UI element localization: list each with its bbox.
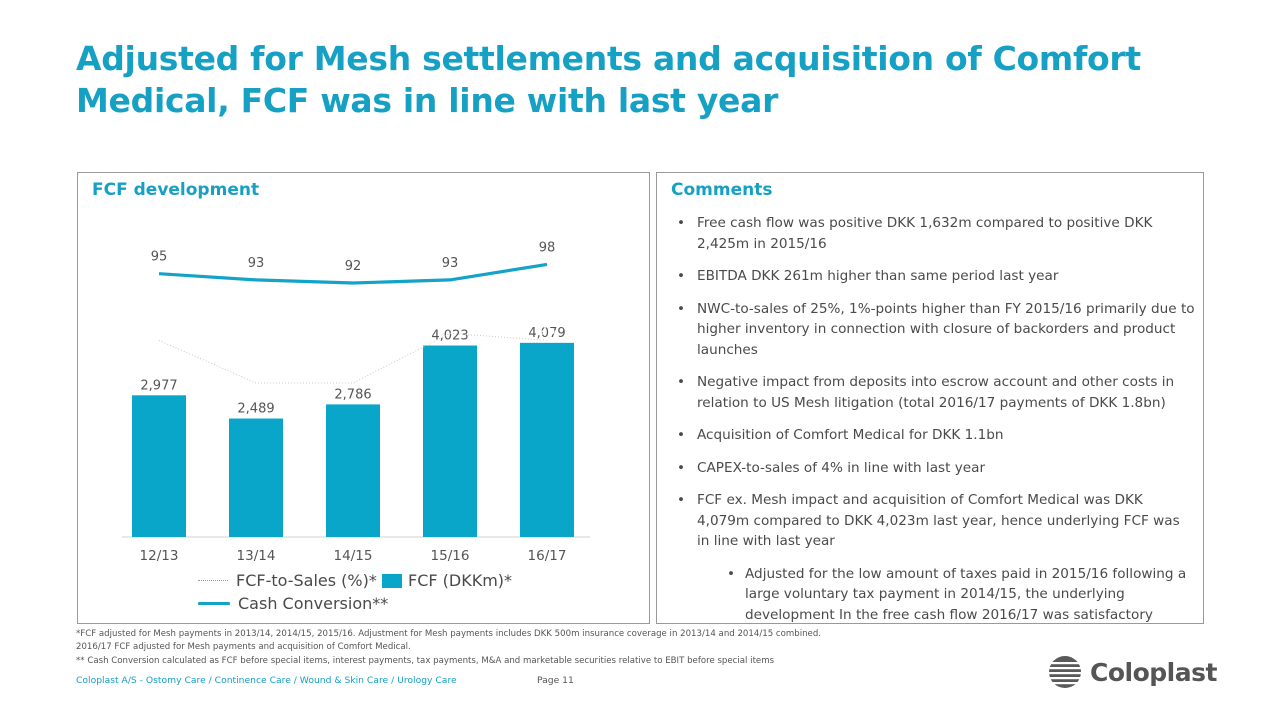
cash-conversion-label: 93 <box>248 256 265 271</box>
comment-text: EBITDA DKK 261m higher than same period … <box>697 268 1059 284</box>
comment-item: • Free cash flow was positive DKK 1,632m … <box>675 213 1195 254</box>
bar-15/16 <box>423 345 477 537</box>
comment-item: • EBITDA DKK 261m higher than same period… <box>675 266 1195 287</box>
comment-text: NWC-to-sales of 25%, 1%-points higher th… <box>697 300 1195 358</box>
bar-value-label: 2,786 <box>334 387 371 402</box>
footnote: ** Cash Conversion calculated as FCF bef… <box>76 655 775 666</box>
bullet-icon: • <box>677 300 686 317</box>
bar-value-label: 4,079 <box>528 326 565 341</box>
cash-conversion-line <box>158 262 548 285</box>
line-legend-marker <box>198 602 230 605</box>
dotted-line-legend-marker <box>198 580 228 581</box>
coloplast-logo: Coloplast <box>1048 655 1217 689</box>
logo-wordmark: Coloplast <box>1090 657 1217 687</box>
bar-12/13 <box>132 395 186 537</box>
comment-text: FCF ex. Mesh impact and acquisition of C… <box>697 492 1180 549</box>
sub-comment-item: • Adjusted for the low amount of taxes pa… <box>675 564 1195 626</box>
bullet-icon: • <box>727 565 736 582</box>
bullet-icon: • <box>677 459 686 476</box>
bar-value-label: 2,977 <box>140 378 177 393</box>
fcf-to-sales-label: 20 <box>345 366 362 381</box>
legend-item-cash-conversion: Cash Conversion** <box>198 594 388 613</box>
page-title: Adjusted for Mesh settlements and acquis… <box>76 39 1141 120</box>
cash-conversion-label: 98 <box>539 240 556 255</box>
bar-value-label: 4,023 <box>431 329 468 344</box>
chart-panel-title: FCF development <box>92 180 260 200</box>
bar-14/15 <box>326 404 380 537</box>
fcf-to-sales-label: 27 <box>442 316 459 331</box>
x-tick-label: 13/14 <box>237 548 276 564</box>
footnote: *FCF adjusted for Mesh payments in 2013/… <box>76 629 822 639</box>
bullet-icon: • <box>677 215 686 231</box>
comment-item: • Negative impact from deposits into escr… <box>675 372 1195 413</box>
page-number: Page 11 <box>537 675 574 686</box>
legend-label-fcf: FCF (DKKm)* <box>408 571 513 590</box>
comment-text: CAPEX-to-sales of 4% in line with last y… <box>697 459 986 476</box>
bullet-icon: • <box>677 374 686 390</box>
fcf-to-sales-label: 20 <box>248 366 265 381</box>
comments-panel-title: Comments <box>671 180 773 200</box>
fcf-to-sales-label: 26 <box>539 323 556 338</box>
bullet-icon: • <box>677 427 686 443</box>
footnotes: *FCF adjusted for Mesh payments in 2013/… <box>76 628 976 668</box>
legend-label-cash-conversion: Cash Conversion** <box>238 594 389 613</box>
bullet-icon: • <box>677 492 686 508</box>
cash-conversion-label: 92 <box>345 259 362 274</box>
sub-comment-text: Adjusted for the low amount of taxes pai… <box>745 565 1187 623</box>
legend-item-fcf-to-sales: FCF-to-Sales (%)* <box>198 571 377 590</box>
comment-text: Acquisition of Comfort Medical for DKK 1… <box>697 427 1004 443</box>
comments-panel: Comments • Free cash flow was positive DK… <box>656 172 1204 624</box>
bar-13/14 <box>229 418 283 537</box>
x-tick-label: 15/16 <box>431 548 470 564</box>
x-tick-label: 14/15 <box>334 548 373 564</box>
cash-conversion-label: 95 <box>151 250 168 265</box>
bar-value-label: 2,489 <box>237 402 274 417</box>
x-tick-label: 12/13 <box>140 548 179 564</box>
comment-item: • CAPEX-to-sales of 4% in line with last … <box>675 458 1195 479</box>
legend-label-fcf-to-sales: FCF-to-Sales (%)* <box>236 571 377 590</box>
comment-item: • FCF ex. Mesh impact and acquisition of … <box>675 490 1195 552</box>
bar-16/17 <box>520 342 574 537</box>
footnote: 2016/17 FCF adjusted for Mesh payments a… <box>76 642 411 653</box>
bullet-icon: • <box>677 268 686 284</box>
comment-item: • Acquisition of Comfort Medical for DKK … <box>675 425 1195 446</box>
bar-legend-marker <box>382 573 402 588</box>
legend-item-fcf: FCF (DKKm)* <box>382 571 512 590</box>
x-tick-label: 16/17 <box>528 548 567 564</box>
comments-list: • Free cash flow was positive DKK 1,632m … <box>675 213 1195 637</box>
comment-text: Negative impact from deposits into escro… <box>697 374 1175 411</box>
fcf-development-panel: FCF development 2,977 2,489 2,786 4,023 4,07… <box>77 172 650 624</box>
cash-conversion-label: 93 <box>442 256 459 271</box>
fcf-to-sales-label: 26 <box>151 323 168 338</box>
coloplast-logo-icon <box>1048 656 1082 688</box>
comment-text: Free cash flow was positive DKK 1,632m c… <box>697 215 1153 252</box>
footer-text: Coloplast A/S - Ostomy Care / Continence… <box>76 675 457 686</box>
comment-item: • NWC-to-sales of 25%, 1%-points higher t… <box>675 299 1195 361</box>
